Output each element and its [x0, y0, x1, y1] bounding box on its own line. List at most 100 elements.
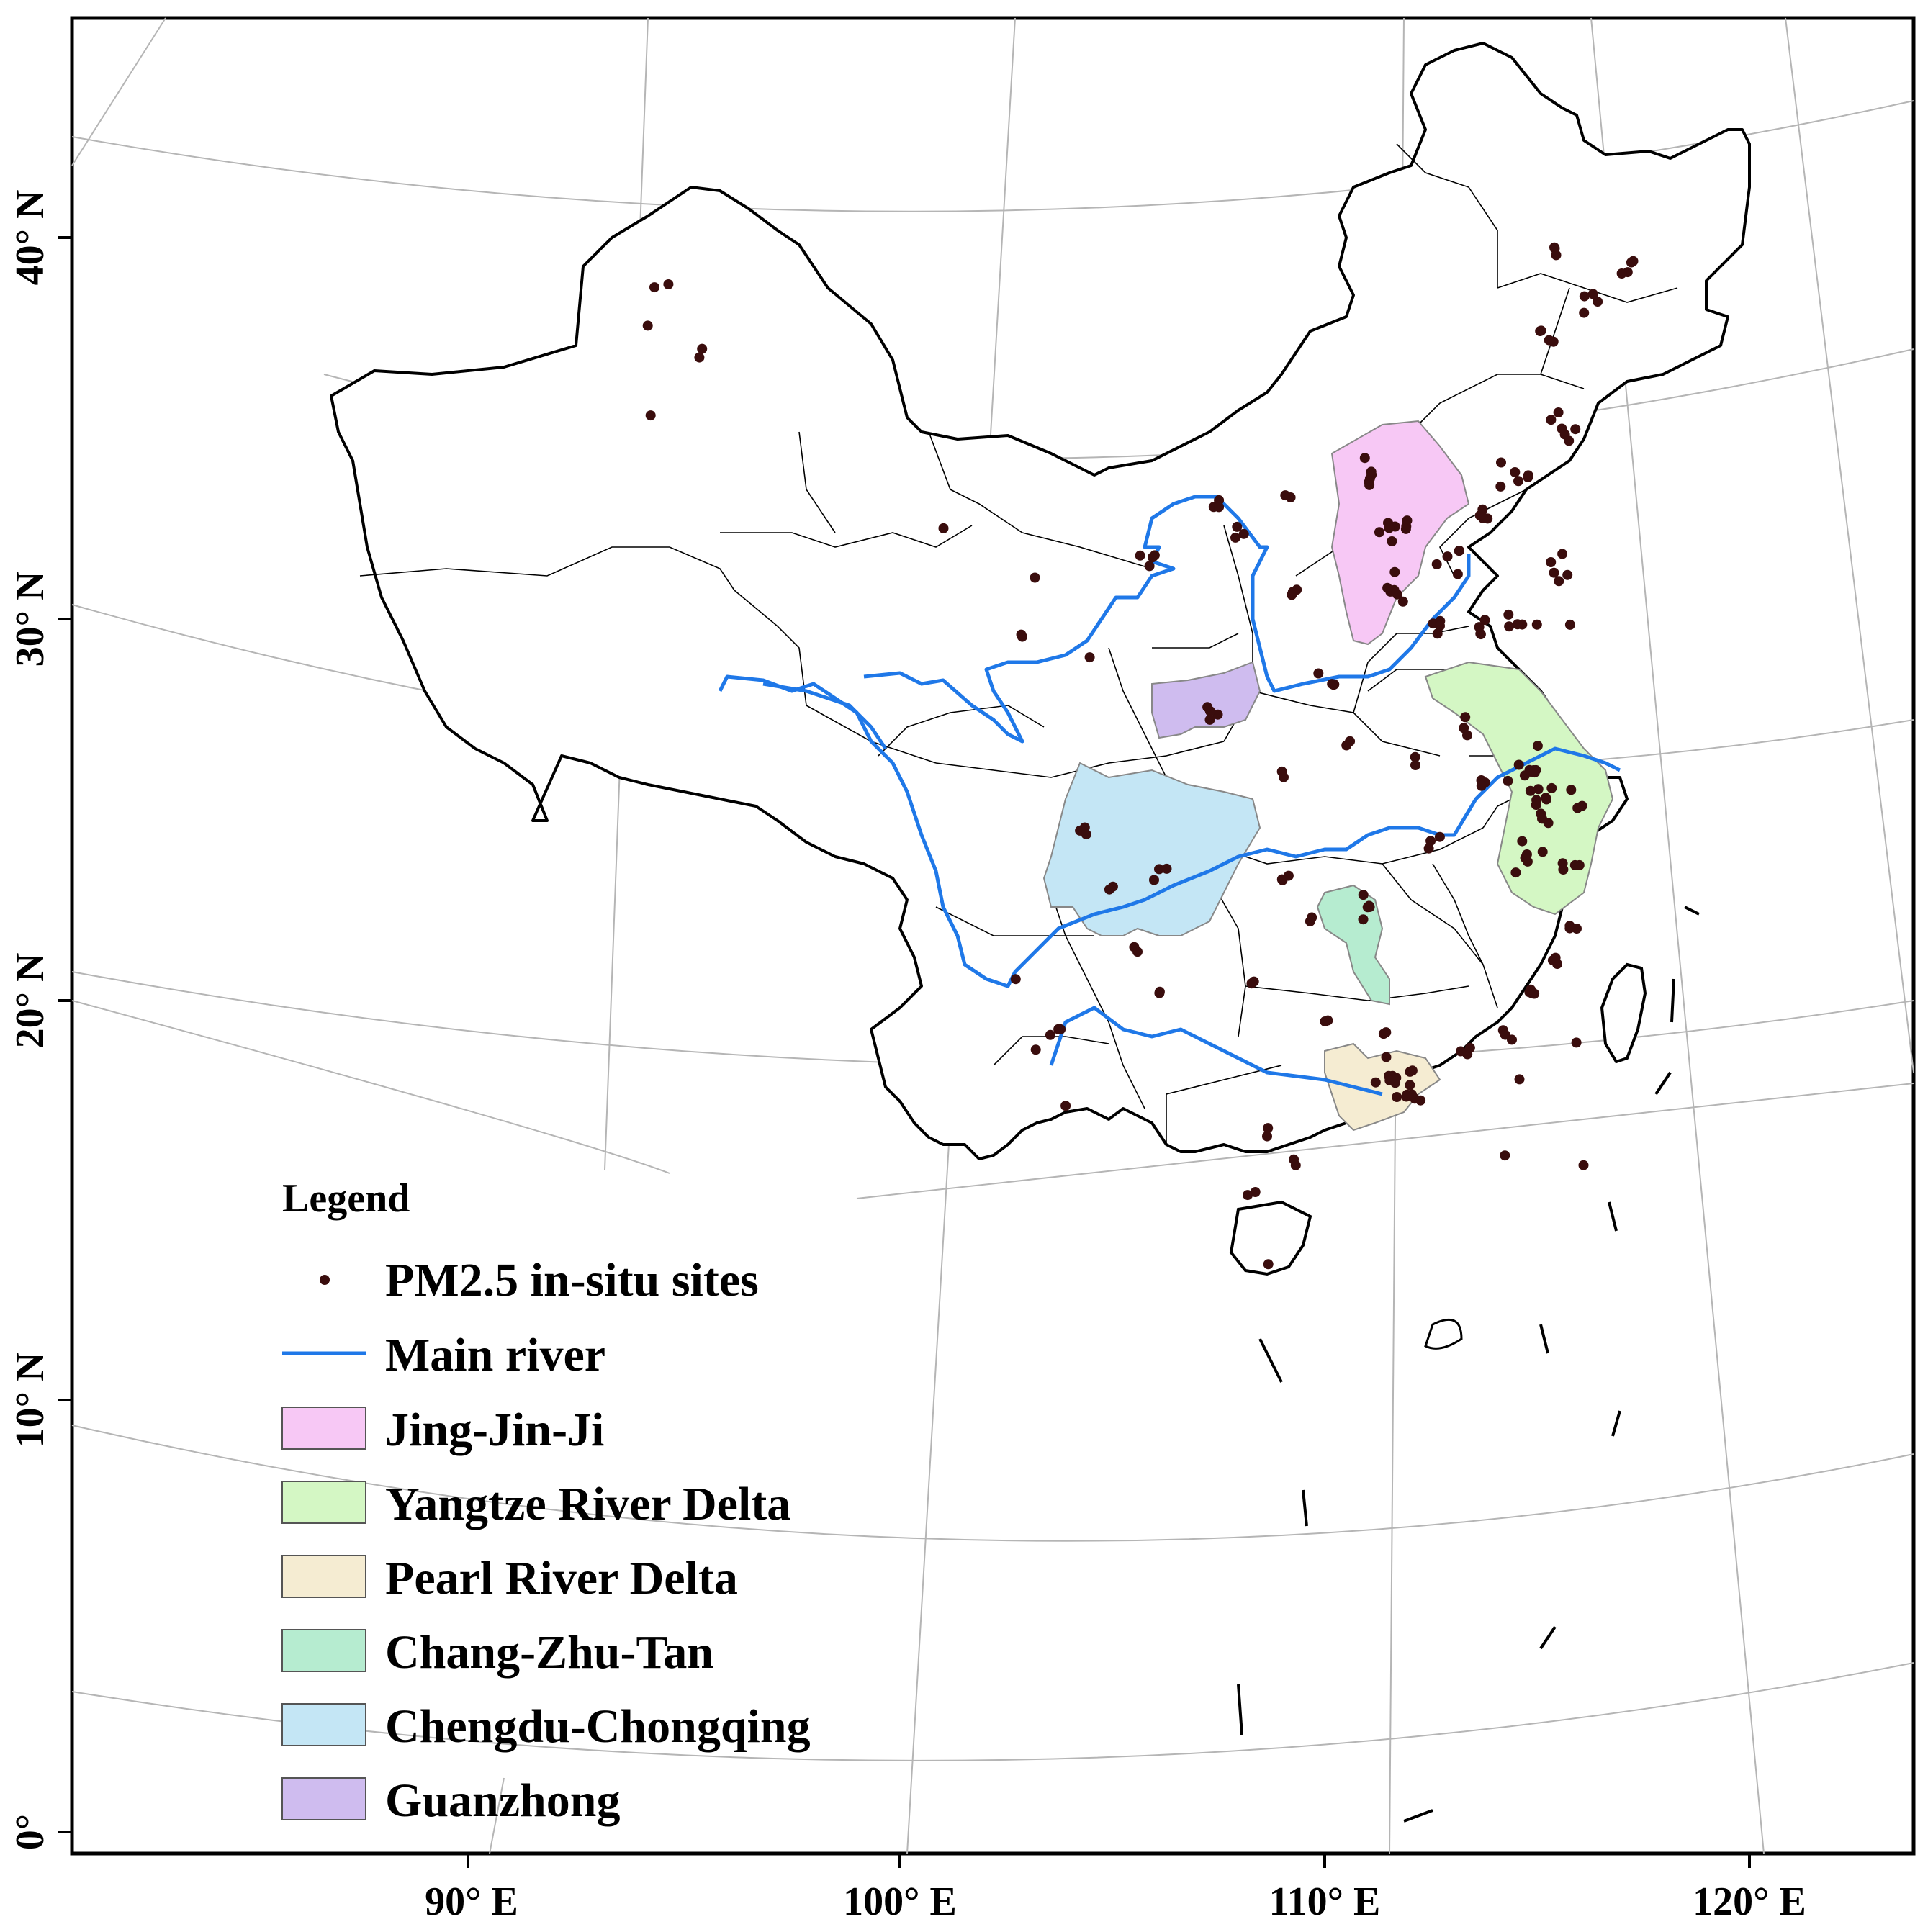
pm25-site-point	[1359, 453, 1370, 464]
lat-label-40: 40° N	[8, 190, 53, 286]
pm25-site-point	[1435, 620, 1445, 631]
pm25-site-point	[1500, 1150, 1510, 1161]
pm25-site-point	[1232, 521, 1243, 532]
legend-label-pearl: Pearl River Delta	[385, 1552, 738, 1604]
pm25-site-point	[1287, 590, 1297, 600]
pm25-site-point	[1202, 702, 1213, 713]
pm25-site-point	[1462, 730, 1472, 741]
legend: Legend PM2.5 in-situ sites Main river Ji…	[281, 1176, 811, 1827]
pm25-site-point	[1366, 466, 1377, 477]
pm25-site-point	[1551, 250, 1562, 261]
pm25-site-point	[1410, 760, 1420, 770]
lon-label-100: 100° E	[843, 1879, 957, 1924]
pm25-site-point	[1010, 974, 1021, 985]
pm25-site-point	[1387, 536, 1397, 546]
pm25-site-point	[1521, 849, 1532, 859]
pm25-site-point	[1154, 864, 1164, 875]
legend-label-chang-zhu-tan: Chang-Zhu-Tan	[385, 1626, 713, 1679]
pm25-site-point	[1230, 532, 1240, 543]
pm25-site-point	[1557, 549, 1568, 559]
lat-label-0: 0°	[8, 1814, 53, 1850]
pm25-site-point	[1579, 307, 1590, 318]
map-frame	[70, 16, 1916, 1856]
pm25-site-point	[1587, 289, 1598, 299]
river-yellow	[863, 495, 1471, 744]
pm25-site-point	[1045, 1029, 1055, 1040]
pm25-site-point	[1397, 596, 1408, 607]
pm25-site-point	[1442, 551, 1453, 562]
pm25-site-point	[1135, 550, 1145, 561]
pm25-site-point	[1550, 952, 1561, 963]
pm25-site-point	[1423, 843, 1434, 854]
pm25-site-point	[1144, 561, 1155, 572]
pm25-site-point	[1476, 780, 1487, 791]
south-china-sea-islands	[1237, 906, 1700, 1823]
pm25-site-point	[1495, 481, 1506, 492]
pm25-site-point	[1544, 335, 1554, 346]
pm25-site-point	[1384, 1075, 1395, 1085]
pm25-site-point	[1364, 479, 1375, 490]
lat-label-30: 30° N	[8, 572, 53, 667]
region-pearl-river-delta	[1324, 1042, 1441, 1132]
pm25-site-point	[1541, 793, 1551, 803]
pm25-site-point	[1016, 629, 1027, 640]
pm25-site-point	[1578, 1160, 1589, 1170]
pm25-site-point	[1464, 1042, 1475, 1053]
graticule-lat-20	[71, 1000, 670, 1174]
legend-label-chengdu-chongqing: Chengdu-Chongqing	[385, 1700, 811, 1753]
pm25-site-point	[1405, 1080, 1415, 1091]
lat-label-10: 10° N	[8, 1353, 53, 1448]
pm25-site-point	[1531, 619, 1542, 630]
pm25-site-point	[1307, 912, 1317, 923]
pm25-site-point	[1407, 1089, 1417, 1100]
pm25-site-point	[1479, 615, 1490, 626]
pm25-site-point	[1204, 714, 1215, 725]
pm25-site-point	[1537, 847, 1548, 857]
pm25-site-point	[1382, 582, 1393, 593]
pm25-site-point	[1507, 1034, 1517, 1045]
lon-label-110: 110° E	[1269, 1879, 1381, 1924]
pm25-site-point	[1279, 772, 1289, 782]
pm25-site-point	[1055, 1024, 1066, 1034]
pm25-site-point	[1407, 1065, 1418, 1076]
pm25-site-point	[1345, 736, 1356, 746]
pm25-site-point	[1243, 1190, 1253, 1201]
pm25-site-point	[1537, 813, 1547, 824]
legend-swatch-guanzhong	[281, 1777, 366, 1820]
legend-site-marker	[320, 1275, 330, 1285]
pm25-site-point	[1280, 490, 1291, 501]
river-yangtze	[718, 674, 1621, 988]
legend-label-river: Main river	[385, 1329, 605, 1381]
pm25-site-point	[1263, 1259, 1274, 1270]
pm25-site-point	[1104, 884, 1114, 895]
pm25-site-point	[1370, 1077, 1381, 1088]
pm25-site-point	[1549, 567, 1559, 578]
legend-label-guanzhong: Guanzhong	[385, 1774, 620, 1827]
pm25-site-point	[1313, 668, 1324, 679]
pm25-site-point	[1510, 467, 1521, 477]
pm25-site-point	[1523, 472, 1533, 482]
legend-label-sites: PM2.5 in-situ sites	[385, 1254, 759, 1306]
pm25-site-point	[1323, 1015, 1333, 1026]
taiwan-island	[1600, 962, 1647, 1064]
pm25-site-point	[1628, 256, 1639, 266]
pm25-site-point	[642, 320, 653, 331]
main-rivers	[718, 495, 1621, 1096]
pm25-site-point	[1358, 890, 1369, 900]
pm25-site-point	[1030, 1044, 1041, 1055]
pm25-site-point	[1262, 1131, 1272, 1142]
pm25-site-point	[1503, 775, 1513, 786]
lon-label-90: 90° E	[425, 1879, 518, 1924]
pm25-site-point	[1425, 836, 1436, 847]
pm25-site-point	[645, 410, 656, 421]
pm25-site-point	[1374, 527, 1384, 538]
pm25-site-point	[1476, 509, 1487, 520]
pm25-site-point	[694, 352, 705, 363]
pm25-site-point	[1546, 557, 1557, 567]
graticule-lon-90b	[489, 1777, 505, 1854]
pm25-site-point	[1559, 429, 1570, 440]
pm25-site-point	[1129, 942, 1140, 952]
pm25-site-point	[697, 343, 708, 354]
pm25-site-point	[1431, 559, 1442, 569]
pm25-site-point	[1276, 874, 1287, 885]
